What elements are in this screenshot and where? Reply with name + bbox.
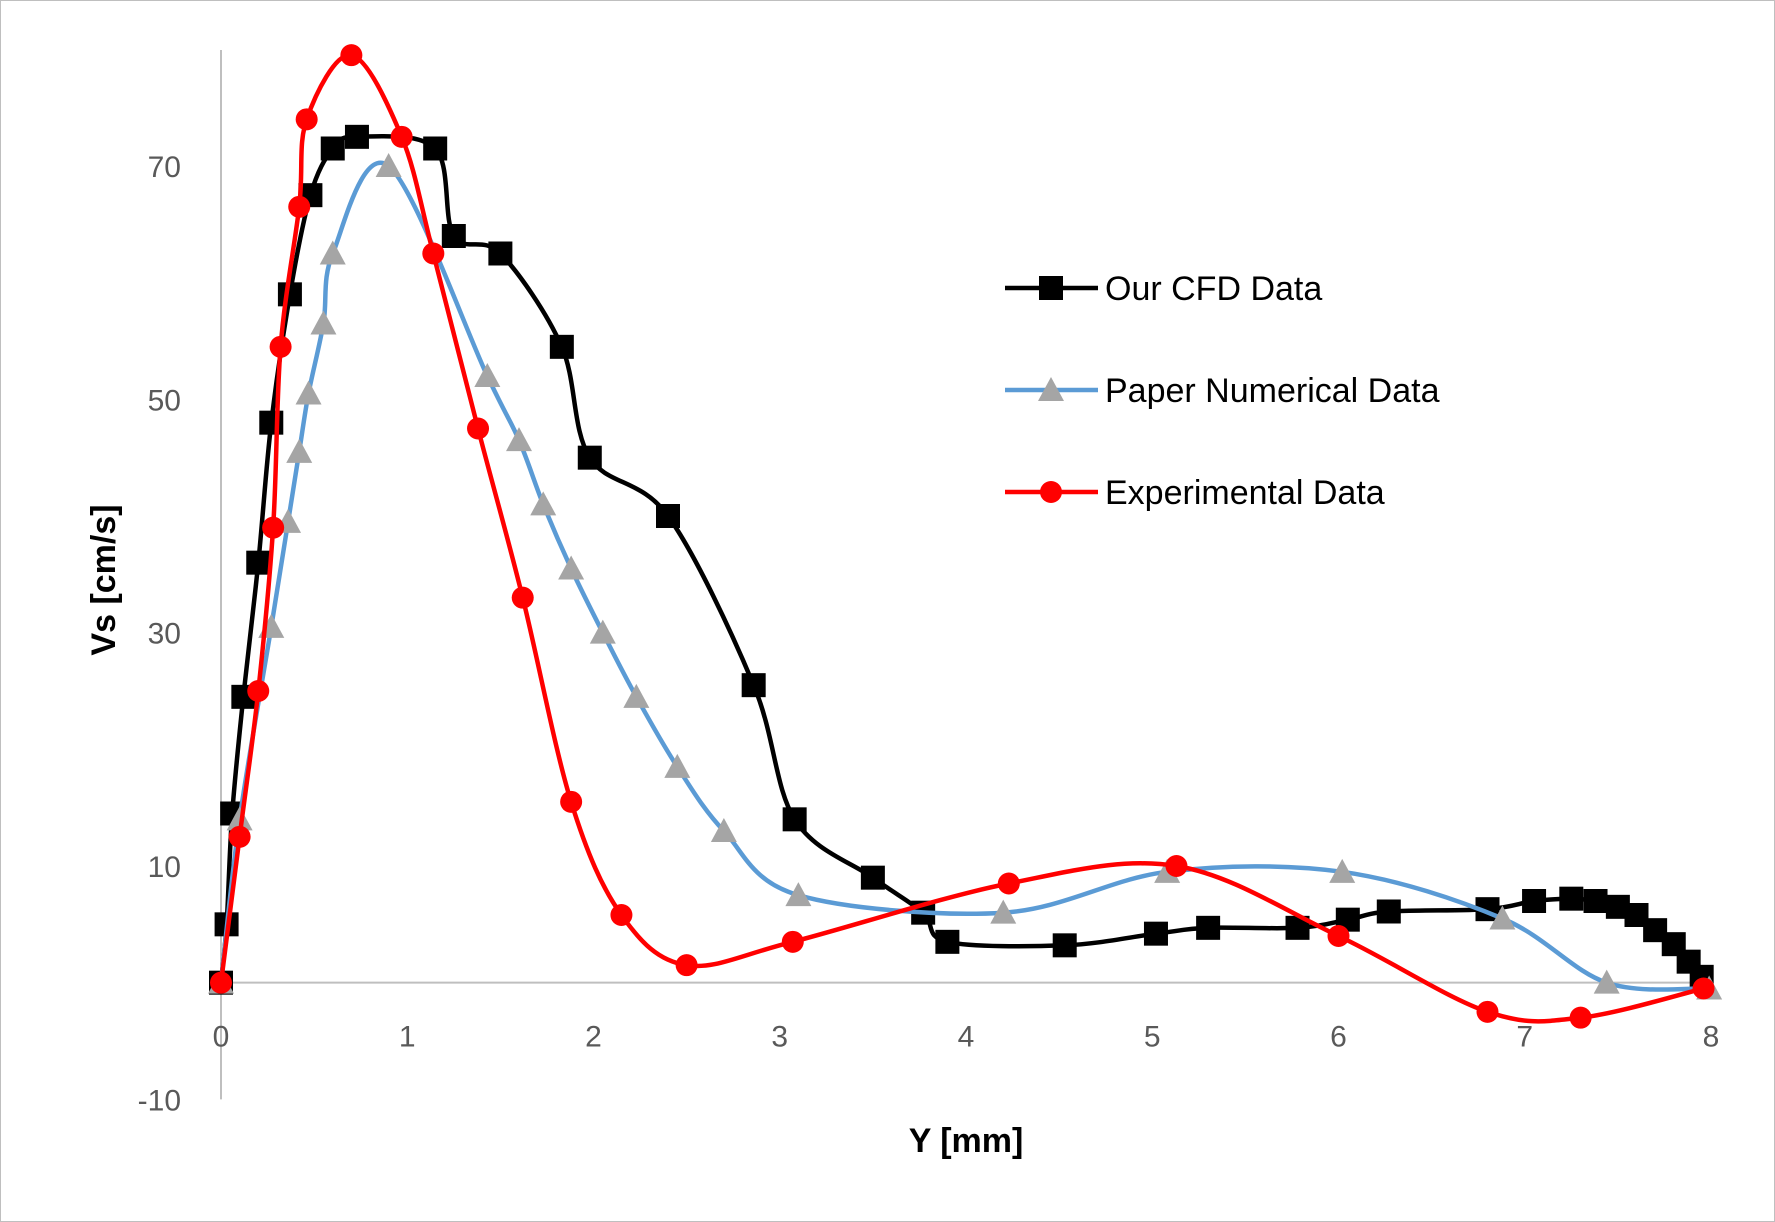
data-point xyxy=(710,818,737,842)
data-point xyxy=(467,417,490,440)
y-tick-label: -10 xyxy=(138,1084,181,1117)
y-tick-label: 30 xyxy=(148,618,181,651)
data-point xyxy=(1143,921,1168,946)
series-paper-numerical-data xyxy=(208,153,1723,1000)
legend-marker xyxy=(1038,377,1064,401)
data-point xyxy=(1522,889,1547,913)
data-point xyxy=(390,125,413,148)
data-point xyxy=(664,753,691,778)
data-point xyxy=(1052,933,1077,958)
data-point xyxy=(422,242,445,265)
series-line-our-cfd-data xyxy=(218,133,1704,985)
legend-marker xyxy=(1039,276,1063,300)
data-point xyxy=(997,872,1020,895)
data-point xyxy=(781,930,804,953)
data-point xyxy=(423,136,448,161)
data-point xyxy=(247,680,270,702)
y-tick-label: 70 xyxy=(148,151,181,184)
x-tick-label: 4 xyxy=(958,1021,975,1054)
data-point xyxy=(246,550,271,575)
data-point xyxy=(589,619,616,644)
data-point xyxy=(259,410,284,435)
x-tick-label: 1 xyxy=(399,1021,416,1054)
legend-item-our-cfd-data: Our CFD Data xyxy=(1005,270,1322,308)
data-point xyxy=(295,108,318,131)
series-line-paper-numerical-data xyxy=(218,160,1712,992)
data-point xyxy=(675,954,698,977)
x-tick-label: 5 xyxy=(1144,1021,1161,1054)
data-point xyxy=(990,899,1017,924)
data-point xyxy=(1376,899,1401,924)
data-point xyxy=(549,334,574,359)
x-tick-label: 2 xyxy=(585,1021,602,1054)
legend-item-experimental-data: Experimental Data xyxy=(1005,474,1385,512)
data-point xyxy=(474,363,501,387)
x-tick-label: 6 xyxy=(1330,1021,1347,1054)
data-point xyxy=(319,240,346,265)
data-point xyxy=(1559,886,1584,911)
data-point xyxy=(511,586,534,609)
data-point xyxy=(1593,969,1620,994)
data-point xyxy=(741,673,766,698)
data-point xyxy=(1489,905,1516,930)
series-experimental-data xyxy=(210,44,1715,1029)
data-point xyxy=(530,491,557,516)
data-point xyxy=(1196,915,1221,940)
y-tick-label: 10 xyxy=(148,851,181,884)
legend-label: Our CFD Data xyxy=(1105,270,1322,308)
series-line-experimental-data xyxy=(218,52,1706,1024)
data-point xyxy=(558,555,585,580)
legend: Our CFD Data Paper Numerical Data Experime… xyxy=(1005,270,1440,512)
data-point xyxy=(1692,977,1715,1000)
x-tick-label: 3 xyxy=(771,1021,788,1054)
series xyxy=(208,44,1723,1029)
data-point xyxy=(577,445,602,470)
data-point xyxy=(375,153,402,177)
data-point xyxy=(228,825,251,848)
data-point xyxy=(210,971,232,994)
data-point xyxy=(269,335,292,358)
data-point xyxy=(1327,925,1350,947)
data-point xyxy=(226,806,253,831)
data-point xyxy=(310,310,337,335)
data-point xyxy=(560,790,583,813)
data-point xyxy=(320,136,345,161)
x-tick-label: 8 xyxy=(1703,1021,1720,1054)
data-point xyxy=(935,929,960,954)
data-point xyxy=(1583,889,1608,913)
data-point xyxy=(288,195,311,218)
x-axis-title: Y [mm] xyxy=(909,1122,1024,1160)
data-point xyxy=(1569,1006,1592,1029)
y-tick-labels: -10 10 30 50 70 xyxy=(138,151,181,1117)
data-point xyxy=(610,904,633,926)
data-point xyxy=(1329,858,1356,883)
axes xyxy=(220,50,1711,1100)
x-tick-label: 0 xyxy=(213,1021,230,1054)
data-point xyxy=(488,241,513,266)
y-axis-title: Vs [cm/s] xyxy=(85,504,123,655)
x-tick-labels: 0 1 2 3 4 5 6 7 8 xyxy=(213,1021,1720,1054)
data-point xyxy=(785,882,812,907)
legend-label: Experimental Data xyxy=(1105,474,1385,512)
data-point xyxy=(344,124,369,149)
data-point xyxy=(262,516,285,539)
data-point xyxy=(1476,1000,1499,1023)
data-point xyxy=(295,380,322,405)
y-tick-label: 50 xyxy=(148,384,181,417)
data-point xyxy=(623,683,650,708)
data-point xyxy=(340,44,363,67)
data-point xyxy=(656,504,680,528)
data-point xyxy=(441,224,466,248)
data-point xyxy=(860,865,885,890)
legend-marker xyxy=(1040,481,1062,503)
x-tick-label: 7 xyxy=(1516,1021,1533,1054)
legend-label: Paper Numerical Data xyxy=(1105,372,1440,410)
data-point xyxy=(506,427,532,452)
legend-item-paper-numerical-data: Paper Numerical Data xyxy=(1005,372,1440,410)
data-point xyxy=(1165,855,1188,877)
data-point xyxy=(286,438,313,463)
data-point xyxy=(782,807,807,832)
